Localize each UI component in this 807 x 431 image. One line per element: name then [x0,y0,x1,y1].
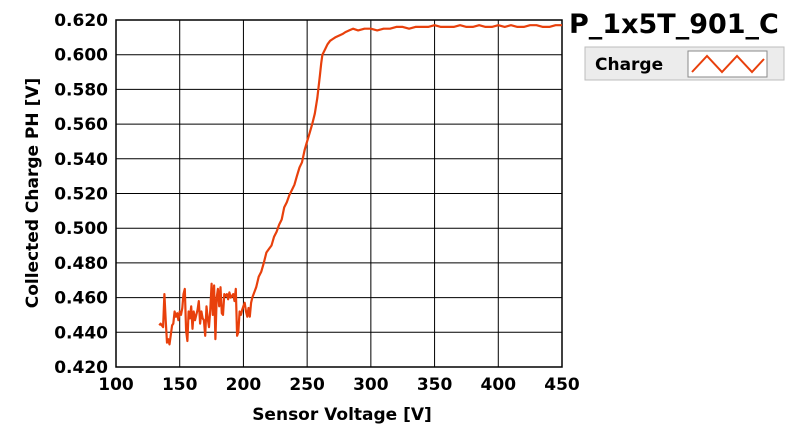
x-tick-label: 350 [417,375,453,395]
y-tick-label: 0.580 [54,80,108,100]
x-tick-label: 250 [289,375,325,395]
grid-lines [116,20,562,367]
legend-swatch [687,50,768,78]
chart-title: P_1x5T_901_C [569,9,779,40]
x-tick-label: 200 [226,375,262,395]
x-tick-label: 300 [353,375,389,395]
legend-label-charge: Charge [595,55,663,75]
x-tick-label: 100 [98,375,134,395]
y-tick-label: 0.540 [54,150,108,170]
x-axis-title: Sensor Voltage [V] [252,405,432,425]
x-tick-label: 400 [481,375,517,395]
x-tick-label: 150 [162,375,198,395]
legend-line-sample [691,54,765,74]
y-tick-label: 0.520 [54,185,108,205]
y-tick-label: 0.420 [54,358,108,378]
series-line-charge [158,24,562,346]
y-tick-label: 0.500 [54,219,108,239]
x-tick-label: 450 [544,375,580,395]
axis-tick-labels: 100 150 200 250 300 350 400 450 0.420 0.440 0.460 0… [54,11,580,395]
legend: Charge [584,46,785,81]
y-tick-label: 0.440 [54,323,108,343]
series-layer [158,24,562,346]
y-tick-label: 0.480 [54,254,108,274]
y-tick-label: 0.600 [54,46,108,66]
y-tick-label: 0.560 [54,115,108,135]
y-tick-label: 0.460 [54,289,108,309]
y-axis-title: Collected Charge PH [V] [23,78,43,309]
y-tick-label: 0.620 [54,11,108,31]
